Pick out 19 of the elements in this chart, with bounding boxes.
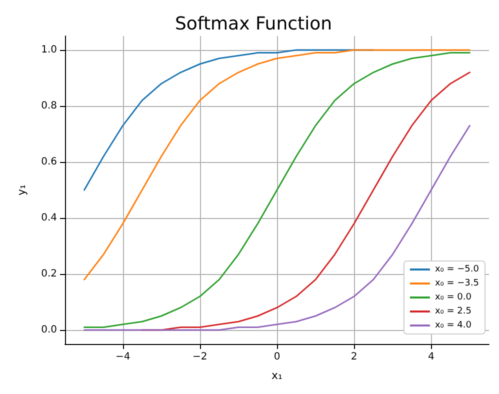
- y-tick-label: 0.0: [41, 324, 57, 336]
- y-tick-label: 0.6: [41, 156, 57, 168]
- legend-label: x₀ = −5.0: [434, 264, 480, 274]
- x-axis-title: x₁: [272, 369, 282, 382]
- x-tick-label: −2: [192, 352, 208, 362]
- x-tick-label: 0: [274, 352, 280, 362]
- x-tick-label: −4: [115, 352, 130, 362]
- legend-label: x₀ = 2.5: [434, 306, 472, 316]
- y-tick-label: 0.8: [41, 100, 57, 112]
- chart-title: Softmax Function: [174, 14, 332, 34]
- legend-label: x₀ = −3.5: [434, 278, 480, 288]
- legend-label: x₀ = 4.0: [434, 320, 472, 330]
- y-tick-label: 0.2: [41, 268, 57, 280]
- y-tick-label: 0.4: [41, 212, 57, 224]
- legend-label: x₀ = 0.0: [434, 292, 472, 302]
- x-tick-label: 4: [428, 352, 434, 362]
- y-axis-title: y₁: [15, 184, 28, 196]
- y-tick-label: 1.0: [41, 44, 57, 56]
- x-tick-label: 2: [350, 352, 358, 362]
